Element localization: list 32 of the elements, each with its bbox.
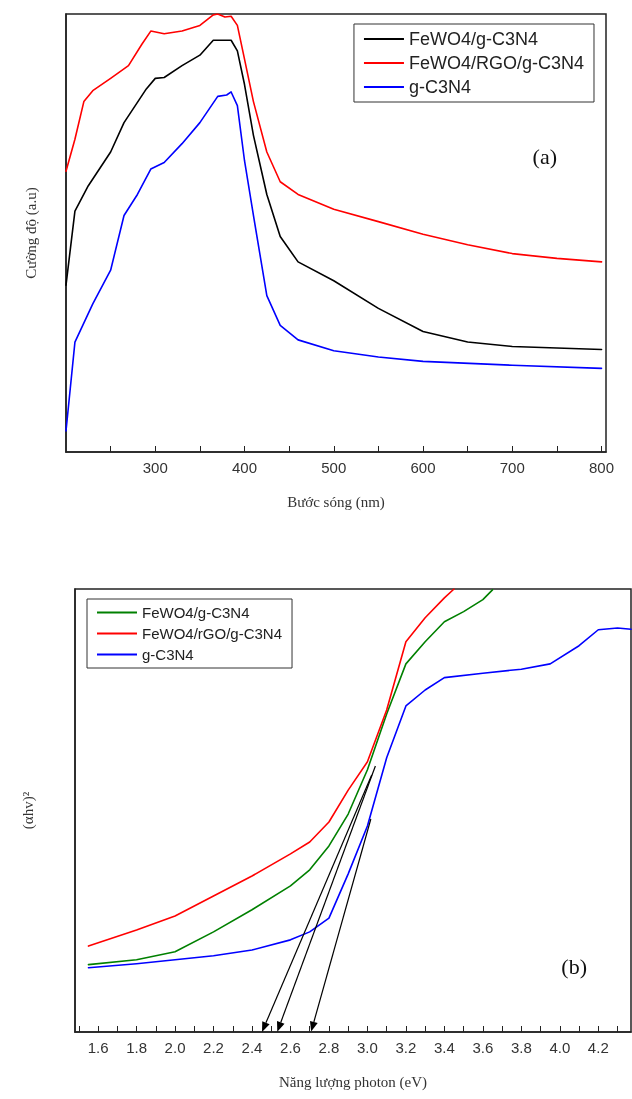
x-tick-label: 2.4 [241, 1039, 263, 1056]
x-axis-title: Năng lượng photon (eV) [278, 1073, 428, 1091]
x-tick-label: 4.2 [587, 1039, 609, 1056]
x-tick-label: 600 [410, 459, 436, 476]
legend-label: FeWO4/g-C3N4 [408, 29, 539, 49]
x-tick-label: 3.4 [433, 1039, 455, 1056]
x-tick-label: 300 [142, 459, 168, 476]
x-tick-label: 1.6 [87, 1039, 109, 1056]
x-tick-label: 400 [232, 459, 258, 476]
x-tick-label: 3.0 [357, 1039, 378, 1056]
annotation: (a) [532, 143, 557, 169]
legend-label: FeWO4/g-C3N4 [142, 604, 250, 621]
x-tick-label: 2.0 [164, 1039, 186, 1056]
x-tick-label: 2.8 [318, 1039, 340, 1056]
y-axis-title: Cường độ (a.u) [22, 187, 40, 279]
x-tick-label: 3.6 [472, 1039, 494, 1056]
y-axis-title: (αhv)² [19, 791, 37, 830]
x-axis-title: Bước sóng (nm) [287, 493, 385, 511]
x-tick-label: 2.2 [203, 1039, 224, 1056]
legend-label: g-C3N4 [142, 646, 194, 663]
legend-label: FeWO4/RGO/g-C3N4 [408, 53, 585, 73]
x-tick-label: 800 [589, 459, 615, 476]
x-tick-label: 1.8 [126, 1039, 147, 1056]
annotation: (b) [561, 953, 587, 979]
x-tick-label: 3.2 [395, 1039, 417, 1056]
x-tick-label: 4.0 [549, 1039, 571, 1056]
legend-label: g-C3N4 [408, 77, 471, 97]
legend-label: FeWO4/rGO/g-C3N4 [142, 625, 283, 642]
x-tick-label: 2.6 [280, 1039, 301, 1056]
x-tick-label: 700 [499, 459, 525, 476]
x-tick-label: 500 [321, 459, 347, 476]
x-tick-label: 3.8 [510, 1039, 532, 1056]
